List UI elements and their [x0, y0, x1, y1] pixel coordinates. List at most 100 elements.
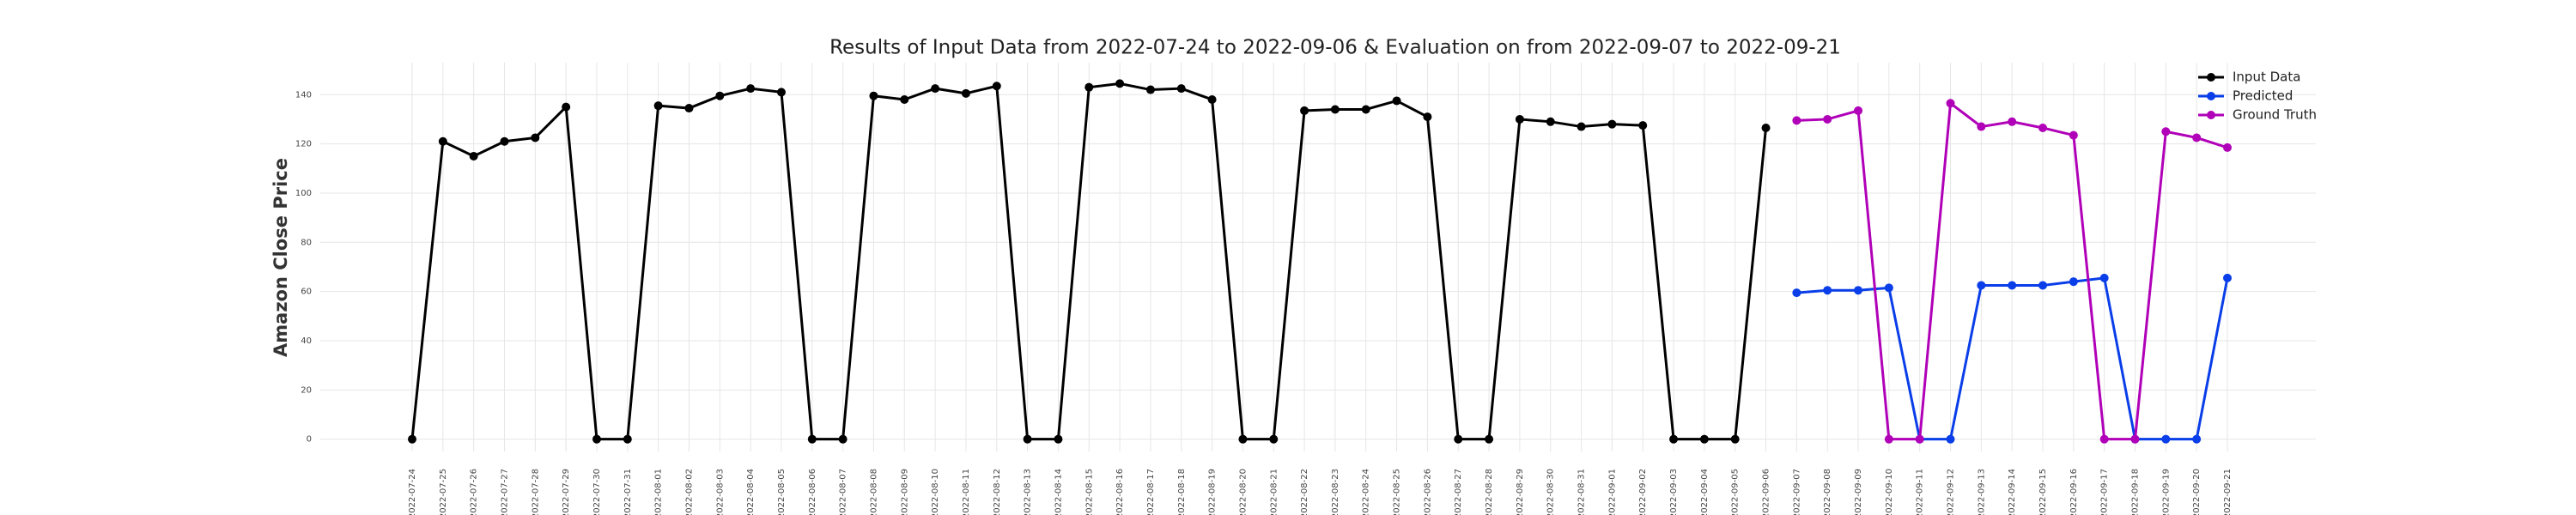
point — [1977, 122, 1986, 131]
x-tick-label: 2022-08-21 — [1269, 469, 1279, 515]
point — [1176, 84, 1186, 94]
point — [1330, 105, 1340, 114]
x-tick-label: 2022-09-06 — [1762, 469, 1771, 515]
point — [592, 434, 601, 444]
x-tick-label: 2022-08-24 — [1362, 469, 1371, 515]
point — [1699, 434, 1709, 444]
point — [1669, 434, 1679, 444]
point — [2008, 117, 2017, 126]
point — [746, 84, 756, 94]
point — [469, 151, 478, 161]
point — [2161, 127, 2171, 136]
x-tick-label: 2022-08-31 — [1577, 469, 1587, 515]
point — [1977, 281, 1986, 290]
x-tick-label: 2022-08-06 — [808, 469, 817, 515]
legend-label: Input Data — [2233, 70, 2300, 85]
point — [1607, 119, 1617, 129]
point — [2099, 434, 2109, 444]
point — [562, 102, 571, 112]
point — [1730, 434, 1740, 444]
point — [1300, 106, 1309, 115]
point — [1084, 82, 1094, 92]
x-tick-label: 2022-08-23 — [1331, 469, 1340, 515]
legend-label: Ground Truth — [2233, 107, 2317, 123]
x-tick-label: 2022-08-08 — [869, 469, 878, 515]
point — [1423, 112, 1432, 122]
point — [715, 91, 725, 100]
x-tick-label: 2022-08-16 — [1115, 469, 1125, 515]
point — [438, 136, 447, 146]
x-tick-label: 2022-07-25 — [439, 469, 448, 515]
x-tick-label: 2022-08-11 — [962, 469, 971, 515]
x-tick-label: 2022-08-12 — [993, 469, 1002, 515]
x-tick-label: 2022-09-18 — [2131, 469, 2141, 515]
x-tick-label: 2022-09-10 — [1885, 469, 1894, 515]
x-tick-label: 2022-08-19 — [1208, 469, 1218, 515]
point — [992, 82, 1001, 91]
x-tick-label: 2022-08-30 — [1546, 469, 1556, 515]
x-tick-label: 2022-08-20 — [1238, 469, 1248, 515]
y-tick-label: 120 — [295, 140, 312, 149]
y-axis-label: Amazon Close Price — [270, 158, 291, 357]
point — [2192, 434, 2202, 444]
point — [869, 91, 878, 100]
point — [961, 88, 970, 98]
x-tick-label: 2022-08-10 — [931, 469, 940, 515]
point — [2038, 281, 2048, 290]
point — [1884, 434, 1893, 444]
point — [1577, 122, 1586, 131]
legend-marker — [2207, 92, 2215, 100]
x-tick-label: 2022-09-05 — [1731, 469, 1741, 515]
x-tick-label: 2022-09-02 — [1638, 469, 1648, 515]
x-tick-label: 2022-08-22 — [1300, 469, 1309, 515]
x-tick-label: 2022-09-07 — [1792, 469, 1801, 515]
point — [1915, 434, 1924, 444]
point — [1884, 283, 1893, 293]
x-tick-label: 2022-09-03 — [1669, 469, 1679, 515]
point — [807, 434, 817, 444]
point — [2069, 277, 2078, 287]
x-tick-label: 2022-07-30 — [592, 469, 602, 515]
point — [1946, 434, 1955, 444]
x-tick-label: 2022-08-27 — [1454, 469, 1463, 515]
x-tick-label: 2022-08-15 — [1084, 469, 1094, 515]
x-tick-label: 2022-08-17 — [1146, 469, 1156, 515]
point — [900, 95, 909, 105]
point — [776, 88, 786, 97]
y-tick-label: 20 — [301, 385, 312, 395]
y-tick-label: 60 — [301, 288, 312, 297]
point — [1946, 99, 1955, 108]
x-tick-label: 2022-09-12 — [1947, 469, 1956, 515]
point — [653, 101, 663, 111]
legend-marker — [2207, 73, 2215, 82]
legend-label: Predicted — [2233, 88, 2293, 104]
point — [1023, 434, 1032, 444]
y-tick-label: 0 — [307, 435, 312, 445]
x-tick-label: 2022-09-09 — [1854, 469, 1863, 515]
point — [1515, 114, 1524, 124]
x-tick-label: 2022-07-29 — [562, 469, 571, 515]
x-tick-label: 2022-07-24 — [408, 469, 417, 515]
x-tick-label: 2022-09-01 — [1607, 469, 1617, 515]
point — [623, 434, 632, 444]
x-tick-label: 2022-08-04 — [746, 469, 756, 515]
point — [1454, 434, 1463, 444]
x-tick-label: 2022-09-08 — [1823, 469, 1832, 515]
point — [1761, 123, 1771, 132]
point — [1854, 106, 1863, 115]
point — [1145, 85, 1155, 94]
x-tick-label: 2022-09-13 — [1977, 469, 1986, 515]
point — [1361, 105, 1370, 114]
point — [1854, 286, 1863, 295]
point — [2223, 142, 2232, 152]
point — [1238, 434, 1248, 444]
x-tick-label: 2022-07-27 — [500, 469, 509, 515]
x-tick-label: 2022-08-01 — [654, 469, 664, 515]
point — [2161, 434, 2171, 444]
point — [2069, 130, 2078, 140]
x-tick-label: 2022-08-28 — [1485, 469, 1494, 515]
y-tick-label: 40 — [301, 336, 312, 346]
legend-marker — [2207, 111, 2215, 119]
point — [1392, 96, 1401, 106]
